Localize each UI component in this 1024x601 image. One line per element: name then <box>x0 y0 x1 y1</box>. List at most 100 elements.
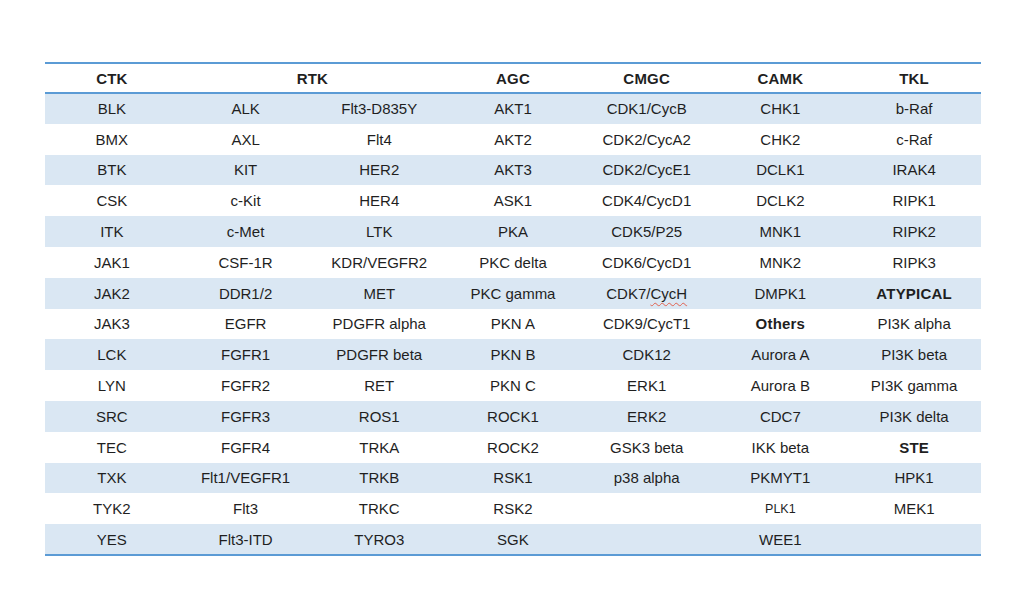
table-cell: CDC7 <box>714 401 848 432</box>
table-cell: RSK1 <box>446 463 580 494</box>
table-cell: YES <box>45 524 179 555</box>
table-row: TXKFlt1/VEGFR1TRKBRSK1p38 alphaPKMYT1HPK… <box>45 463 981 494</box>
table-cell: CSK <box>45 185 179 216</box>
table-cell: SRC <box>45 401 179 432</box>
table-cell: RIPK3 <box>847 247 981 278</box>
table-cell: KDR/VEGFR2 <box>312 247 446 278</box>
table-cell: SGK <box>446 524 580 555</box>
table-cell <box>580 524 714 555</box>
table-cell: AKT1 <box>446 93 580 124</box>
table-cell: Flt4 <box>312 124 446 155</box>
table-cell: c-Met <box>179 216 313 247</box>
table-cell: PKC delta <box>446 247 580 278</box>
table-cell: Flt3 <box>179 493 313 524</box>
table-cell: ROCK1 <box>446 401 580 432</box>
table-cell <box>580 493 714 524</box>
column-header-cmgc: CMGC <box>580 63 714 93</box>
table-cell: LTK <box>312 216 446 247</box>
column-header-camk: CAMK <box>714 63 848 93</box>
table-row: ITKc-MetLTKPKACDK5/P25MNK1RIPK2 <box>45 216 981 247</box>
table-cell: RIPK2 <box>847 216 981 247</box>
table-cell: Flt1/VEGFR1 <box>179 463 313 494</box>
kinase-table: CTKRTKAGCCMGCCAMKTKL BLKALKFlt3-D835YAKT… <box>45 62 981 556</box>
table-cell: GSK3 beta <box>580 432 714 463</box>
header-row: CTKRTKAGCCMGCCAMKTKL <box>45 63 981 93</box>
table-cell: HER4 <box>312 185 446 216</box>
table-cell: CDK5/P25 <box>580 216 714 247</box>
table-cell: PI3K alpha <box>847 309 981 340</box>
table-cell: DDR1/2 <box>179 278 313 309</box>
column-header-tkl: TKL <box>847 63 981 93</box>
table-cell: HER2 <box>312 155 446 186</box>
table-cell: FGFR4 <box>179 432 313 463</box>
cell-text: CDK7/ <box>606 285 650 302</box>
table-cell: CSF-1R <box>179 247 313 278</box>
table-cell: PKA <box>446 216 580 247</box>
table-cell: Aurora B <box>714 370 848 401</box>
column-header-ctk: CTK <box>45 63 179 93</box>
table-cell: CDK1/CycB <box>580 93 714 124</box>
table-row: BMXAXLFlt4AKT2CDK2/CycA2CHK2c-Raf <box>45 124 981 155</box>
table-cell: PKMYT1 <box>714 463 848 494</box>
table-cell: DCLK2 <box>714 185 848 216</box>
table-cell: c-Kit <box>179 185 313 216</box>
table-cell: TYRO3 <box>312 524 446 555</box>
table-row: JAK1CSF-1RKDR/VEGFR2PKC deltaCDK6/CycD1M… <box>45 247 981 278</box>
table-cell: IRAK4 <box>847 155 981 186</box>
column-header-agc: AGC <box>446 63 580 93</box>
table-cell: CDK4/CycD1 <box>580 185 714 216</box>
table-cell: MET <box>312 278 446 309</box>
table-cell: PKN A <box>446 309 580 340</box>
table-cell: TRKC <box>312 493 446 524</box>
table-cell: LYN <box>45 370 179 401</box>
table-cell: PKN B <box>446 339 580 370</box>
table-cell: CHK2 <box>714 124 848 155</box>
table-cell: Others <box>714 309 848 340</box>
table-row: LYNFGFR2RETPKN CERK1Aurora BPI3K gamma <box>45 370 981 401</box>
table-cell: PKC gamma <box>446 278 580 309</box>
table-cell: TXK <box>45 463 179 494</box>
table-body: BLKALKFlt3-D835YAKT1CDK1/CycBCHK1b-RafBM… <box>45 93 981 555</box>
table-cell: FGFR3 <box>179 401 313 432</box>
table-cell: HPK1 <box>847 463 981 494</box>
document-canvas: CTKRTKAGCCMGCCAMKTKL BLKALKFlt3-D835YAKT… <box>0 0 1024 601</box>
table-cell: Flt3-ITD <box>179 524 313 555</box>
table-cell: Aurora A <box>714 339 848 370</box>
table-cell: CDK7/CycH <box>580 278 714 309</box>
table-header: CTKRTKAGCCMGCCAMKTKL <box>45 63 981 93</box>
table-cell: b-Raf <box>847 93 981 124</box>
table-row: JAK2DDR1/2METPKC gammaCDK7/CycHDMPK1ATYP… <box>45 278 981 309</box>
table-row: TYK2Flt3TRKCRSK2PLK1MEK1 <box>45 493 981 524</box>
table-cell: ERK1 <box>580 370 714 401</box>
table-cell: IKK beta <box>714 432 848 463</box>
table-cell: ITK <box>45 216 179 247</box>
table-cell: PKN C <box>446 370 580 401</box>
table-cell: MNK2 <box>714 247 848 278</box>
table-cell <box>847 524 981 555</box>
table-cell: ASK1 <box>446 185 580 216</box>
table-cell: BMX <box>45 124 179 155</box>
table-cell: CDK2/CycA2 <box>580 124 714 155</box>
kinase-table-container: CTKRTKAGCCMGCCAMKTKL BLKALKFlt3-D835YAKT… <box>45 62 981 556</box>
table-cell: CDK9/CycT1 <box>580 309 714 340</box>
table-row: LCKFGFR1PDGFR betaPKN BCDK12Aurora API3K… <box>45 339 981 370</box>
table-cell: CDK12 <box>580 339 714 370</box>
table-cell: AKT3 <box>446 155 580 186</box>
table-cell: CHK1 <box>714 93 848 124</box>
table-cell: PDGFR alpha <box>312 309 446 340</box>
table-cell: p38 alpha <box>580 463 714 494</box>
table-cell: AKT2 <box>446 124 580 155</box>
table-cell: LCK <box>45 339 179 370</box>
table-cell: ROCK2 <box>446 432 580 463</box>
table-cell: ALK <box>179 93 313 124</box>
table-cell: TEC <box>45 432 179 463</box>
table-cell: TYK2 <box>45 493 179 524</box>
table-cell: PI3K beta <box>847 339 981 370</box>
table-cell: PI3K delta <box>847 401 981 432</box>
table-row: TECFGFR4TRKAROCK2GSK3 betaIKK betaSTE <box>45 432 981 463</box>
table-cell: RSK2 <box>446 493 580 524</box>
table-cell: FGFR1 <box>179 339 313 370</box>
table-row: BLKALKFlt3-D835YAKT1CDK1/CycBCHK1b-Raf <box>45 93 981 124</box>
table-cell: BLK <box>45 93 179 124</box>
table-cell: JAK1 <box>45 247 179 278</box>
